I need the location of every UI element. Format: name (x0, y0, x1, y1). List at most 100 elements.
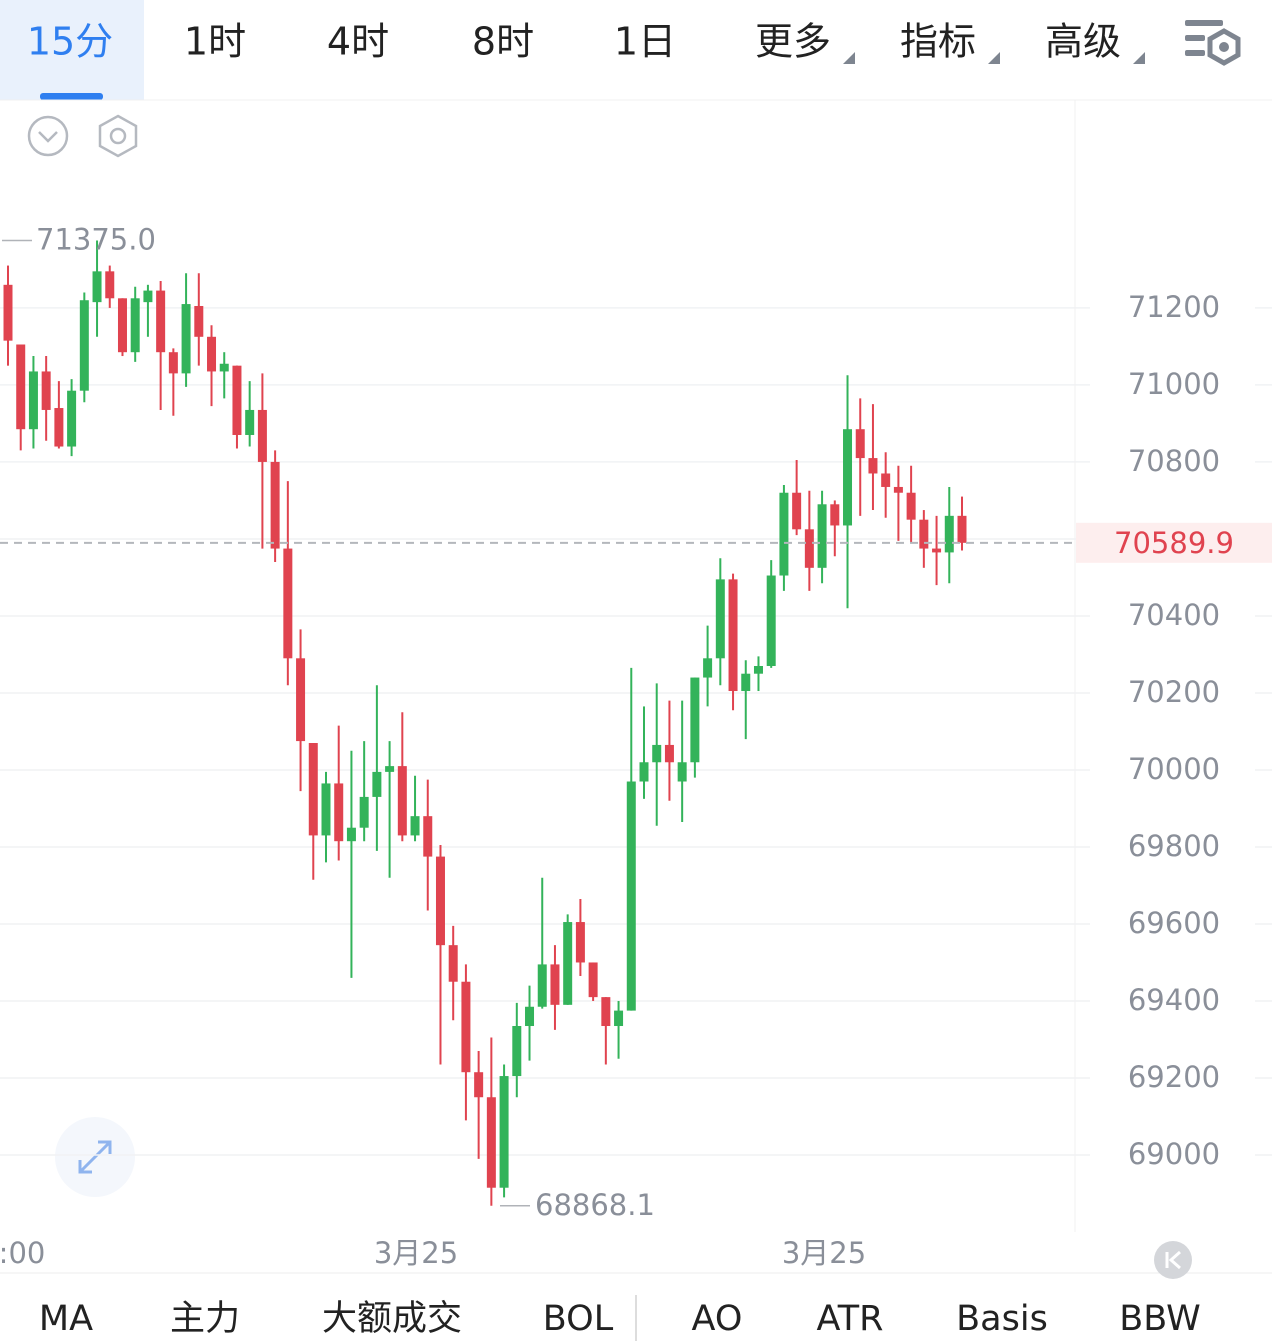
collapse-icon[interactable] (27, 115, 69, 157)
candle-body (372, 771, 382, 797)
candle-body (130, 298, 140, 353)
candle-body (270, 461, 280, 549)
candle-body (550, 964, 560, 1005)
candle-body (486, 1097, 496, 1188)
candle-body (893, 486, 903, 493)
candle-body (28, 371, 38, 430)
candle-body (614, 1010, 624, 1027)
candle-body (575, 922, 585, 963)
candle-body (410, 816, 420, 836)
candle-body (881, 473, 891, 487)
candle-body (525, 1006, 535, 1027)
candle-body (512, 1026, 522, 1077)
candle-body (537, 964, 547, 1007)
candle-body (79, 300, 89, 391)
candle-body (677, 762, 687, 782)
candle-body (156, 290, 166, 353)
y-tick-label: 71200 (1128, 290, 1220, 324)
indicator-tab[interactable]: MA (39, 1299, 93, 1339)
x-tick-label: :00 (0, 1236, 45, 1270)
candle-body (957, 515, 967, 543)
candle-body (728, 579, 738, 692)
y-tick-label: 71000 (1128, 367, 1220, 401)
chart-settings-dot (109, 127, 127, 145)
candle-body (435, 856, 445, 946)
candle-body (181, 304, 191, 374)
timeframe-tab[interactable]: 1时 (184, 20, 246, 64)
icon-hex (1207, 28, 1241, 66)
indicator-tab[interactable]: BOL (543, 1299, 614, 1339)
timeframe-tab[interactable]: 8时 (472, 20, 534, 64)
candle-body (334, 783, 344, 842)
indicator-tab[interactable]: Basis (956, 1299, 1048, 1339)
low-label: 68868.1 (535, 1188, 655, 1222)
candle-body (753, 666, 763, 674)
candle-body (474, 1072, 484, 1098)
candle-body (245, 409, 255, 435)
timeframe-tab[interactable]: 更多 (755, 20, 831, 64)
candle-body (207, 336, 217, 372)
timeframe-tab[interactable]: 1日 (614, 20, 676, 64)
candle-body (232, 365, 242, 435)
timeframe-tab[interactable]: 高级 (1045, 20, 1121, 64)
last-price-box (1076, 522, 1272, 563)
y-tick-label: 70400 (1128, 598, 1220, 632)
fullscreen-arrows (78, 1140, 112, 1174)
candle-body (563, 922, 573, 1005)
candle-body (944, 515, 954, 553)
indicator-tab[interactable]: 主力 (170, 1299, 240, 1339)
candle-body (804, 529, 814, 568)
last-price-label: 70589.9 (1114, 526, 1234, 560)
candle-body (41, 371, 51, 410)
icon-bar (1185, 20, 1223, 26)
y-tick-label: 69200 (1128, 1060, 1220, 1094)
candle-body (703, 658, 713, 678)
candle-body (779, 492, 789, 576)
candle-body (308, 743, 318, 836)
candle-body (346, 827, 356, 842)
indicator-tab[interactable]: AO (692, 1299, 743, 1339)
chart-settings-icon[interactable] (98, 114, 138, 158)
candle-body (194, 305, 204, 337)
y-tick-label: 69000 (1128, 1137, 1220, 1171)
candle-body (359, 796, 369, 828)
candle-body (54, 408, 64, 447)
candle-body (664, 744, 674, 763)
candle-body (855, 429, 865, 459)
candle-body (639, 762, 649, 782)
candle-body (792, 492, 802, 530)
candle-body (296, 658, 306, 742)
candle-body (16, 344, 26, 430)
indicator-tab[interactable]: BBW (1119, 1299, 1200, 1339)
scroll-latest-icon (1165, 1250, 1181, 1270)
candle-body (92, 271, 102, 303)
candle-body (588, 962, 598, 998)
indicator-tab[interactable]: ATR (817, 1299, 884, 1339)
dropdown-triangle (843, 52, 855, 64)
x-tick-label: 3月25 (374, 1236, 458, 1270)
candle-body (143, 290, 153, 303)
active-tab-indicator (40, 93, 103, 100)
candle-body (3, 284, 13, 341)
indicator-tab[interactable]: 大额成交 (322, 1299, 462, 1339)
candle-body (843, 429, 853, 526)
candle-body (67, 390, 77, 447)
timeframe-tab[interactable]: 4时 (327, 20, 389, 64)
timeframe-tab[interactable]: 指标 (900, 20, 976, 64)
y-tick-label: 69800 (1128, 829, 1220, 863)
timeframe-tab[interactable]: 15分 (27, 20, 113, 64)
candle-body (919, 519, 929, 549)
settings-icon[interactable] (1185, 20, 1241, 66)
active-tab-bg (0, 0, 144, 100)
candle-body (321, 783, 331, 836)
candle-body (906, 492, 916, 520)
candle-body (868, 458, 878, 474)
candle-body (626, 781, 636, 1011)
x-tick-label: 3月25 (782, 1236, 866, 1270)
y-tick-label: 69600 (1128, 906, 1220, 940)
candle-body (652, 744, 662, 763)
candle-body (423, 816, 433, 857)
candle-body (105, 271, 115, 299)
candle-body (766, 575, 776, 666)
icon-bar (1185, 50, 1205, 56)
